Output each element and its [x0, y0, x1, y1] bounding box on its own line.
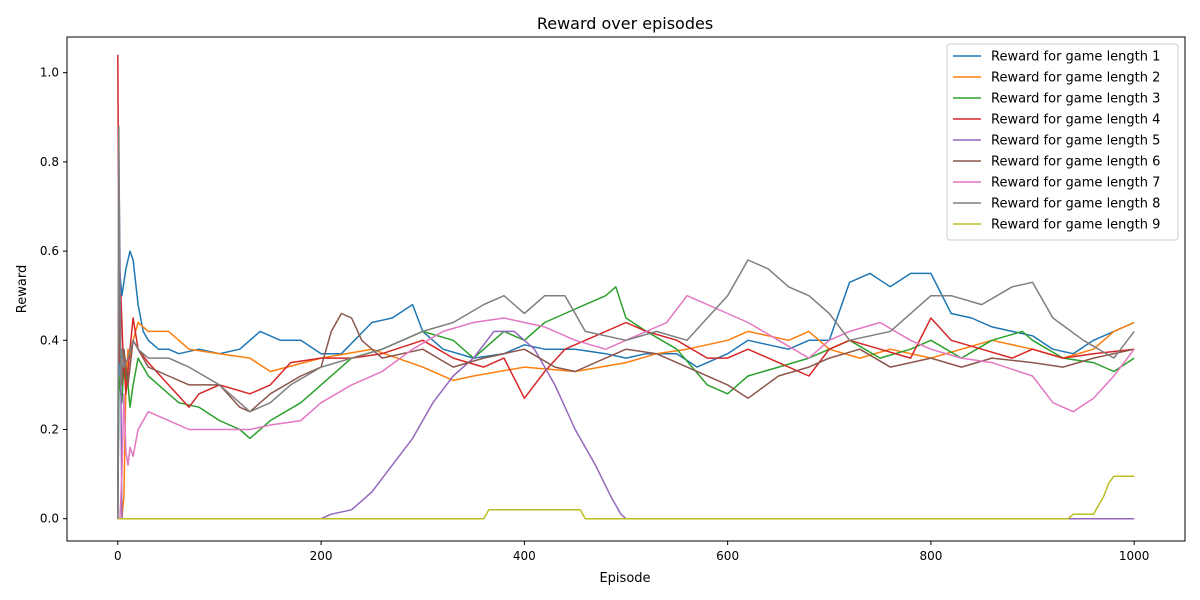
legend-label-4: Reward for game length 4: [991, 113, 1160, 128]
legend: Reward for game length 1 Reward for game …: [946, 43, 1179, 241]
y-tick-label: 1.0: [40, 66, 59, 80]
legend-label-6: Reward for game length 6: [991, 155, 1160, 170]
legend-label-5: Reward for game length 5: [991, 134, 1160, 149]
x-tick-label: 1000: [1119, 549, 1150, 563]
legend-label-1: Reward for game length 1: [991, 50, 1160, 65]
series-line-3: [117, 286, 1135, 519]
x-tick-label: 800: [919, 549, 942, 563]
x-tick-label: 600: [716, 549, 739, 563]
y-axis-ticks: 0.0 0.2 0.4 0.6 0.8 1.0: [40, 66, 67, 526]
x-tick-label: 0: [114, 549, 122, 563]
series-line-1: [117, 250, 1135, 519]
series-line-7: [117, 294, 1135, 520]
y-axis-label: Reward: [15, 265, 30, 313]
y-tick-label: 0.8: [40, 155, 59, 169]
chart-title: Reward over episodes: [537, 14, 713, 33]
legend-label-8: Reward for game length 8: [991, 197, 1160, 212]
legend-label-7: Reward for game length 7: [991, 176, 1160, 191]
x-axis-label: Episode: [599, 571, 650, 586]
y-tick-label: 0.4: [40, 333, 59, 347]
plot-area: [66, 36, 1186, 542]
legend-label-9: Reward for game length 9: [991, 218, 1160, 233]
y-tick-label: 0.0: [40, 512, 59, 526]
legend-box: [946, 43, 1179, 241]
x-tick-label: 200: [310, 549, 333, 563]
x-tick-label: 400: [513, 549, 536, 563]
plot-frame: [66, 36, 1186, 542]
series-line-9: [117, 475, 1135, 520]
y-tick-label: 0.6: [40, 244, 59, 258]
legend-label-2: Reward for game length 2: [991, 71, 1160, 86]
series-line-6: [117, 259, 1135, 519]
legend-label-3: Reward for game length 3: [991, 92, 1160, 107]
x-axis-ticks: 0 200 400 600 800 1000: [114, 541, 1149, 563]
y-tick-label: 0.2: [40, 422, 59, 436]
series-line-8: [117, 125, 1135, 519]
